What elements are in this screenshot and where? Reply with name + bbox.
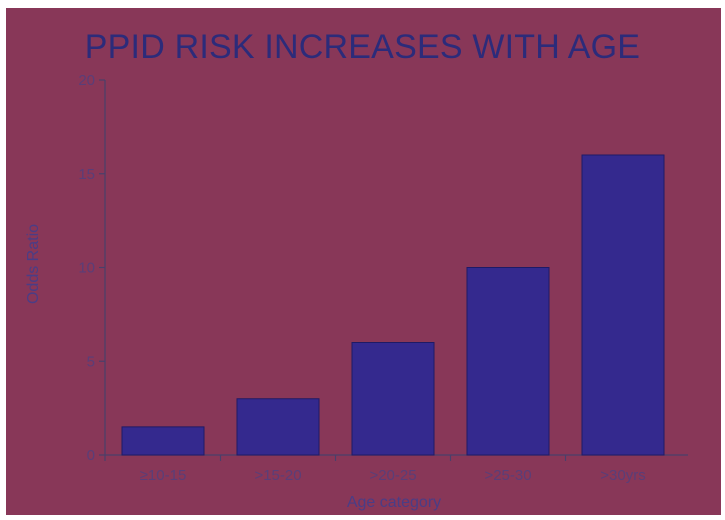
- bar: [351, 342, 435, 456]
- x-tick-label: >25-30: [484, 467, 531, 484]
- x-tick-label: ≥10-15: [140, 467, 187, 484]
- x-axis-title: Age category: [347, 494, 441, 511]
- x-tick-label: >20-25: [369, 467, 416, 484]
- bar: [466, 267, 550, 456]
- chart-title: PPID RISK INCREASES WITH AGE: [84, 28, 641, 66]
- x-tick-label: >30yrs: [600, 467, 645, 484]
- y-tick-label: 0: [87, 447, 95, 464]
- y-tick-label: 5: [87, 353, 95, 370]
- y-axis-title: Odds Ratio: [25, 224, 42, 304]
- y-tick-label: 15: [78, 166, 95, 183]
- y-tick-label: 10: [78, 260, 95, 277]
- y-tick-label: 20: [78, 72, 95, 89]
- bar: [581, 154, 665, 456]
- plot-area: 0 5 10 15 20 ≥10-15 >15-20 >20-25 >25-30 >30yrs: [78, 72, 688, 484]
- bar: [236, 398, 320, 456]
- x-tick-label: >15-20: [254, 467, 301, 484]
- bar: [121, 426, 205, 456]
